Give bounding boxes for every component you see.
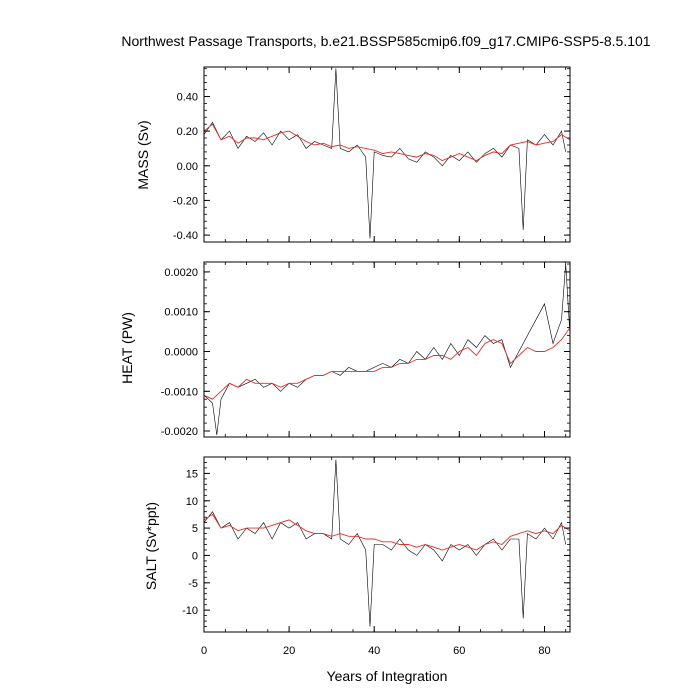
x-tick-label: 0 [201,645,207,657]
x-tick-label: 20 [283,645,295,657]
salt-y-tick-label: 5 [192,523,198,535]
mass-y-tick-label: -0.20 [173,195,198,207]
salt-monthly-line [204,459,566,627]
mass-plot-frame [203,66,571,243]
salt-y-tick-label: 15 [186,468,198,480]
salt-smoothed-line [204,513,570,551]
figure-title: Northwest Passage Transports, b.e21.BSSP… [121,33,650,49]
x-tick-label: 60 [453,645,465,657]
mass-y-tick-label: 0.40 [177,92,198,104]
x-axis-title: Years of Integration [327,668,448,684]
x-tick-label: 40 [368,645,380,657]
salt-y-tick-label: 0 [192,550,198,562]
heat-y-tick-label: 0.0000 [164,347,198,359]
heat-y-tick-label: 0.0010 [164,307,198,319]
heat-y-tick-label: -0.0020 [161,426,198,438]
heat-y-tick-label: 0.0020 [164,267,198,279]
heat-y-tick-label: -0.0010 [161,386,198,398]
mass-y-tick-label: 0.20 [177,126,198,138]
mass-ylabel: MASS (Sv) [135,120,151,189]
mass-panel: MASS (Sv) -0.40 -0.20 0.00 0.20 0.40 [135,66,571,243]
salt-ylabel: SALT (Sv*ppt) [143,502,159,590]
salt-y-tick-label: 10 [186,496,198,508]
x-tick-label: 80 [538,645,550,657]
heat-plot-frame [203,261,571,438]
mass-monthly-line [204,68,566,239]
mass-smoothed-line [204,123,570,162]
salt-y-tick-label: -10 [182,605,198,617]
mass-y-tick-label: -0.40 [173,230,198,242]
salt-panel: SALT (Sv*ppt) 0 20 40 60 80 -10 -5 0 5 10 15 [143,456,571,657]
salt-y-tick-label: -5 [188,578,198,590]
heat-panel: HEAT (PW) -0.0020 -0.0010 0.0000 0.0010 0.00… [119,261,571,438]
heat-ylabel: HEAT (PW) [119,312,135,384]
heat-smoothed-line [204,327,570,400]
mass-y-tick-label: 0.00 [177,161,198,173]
